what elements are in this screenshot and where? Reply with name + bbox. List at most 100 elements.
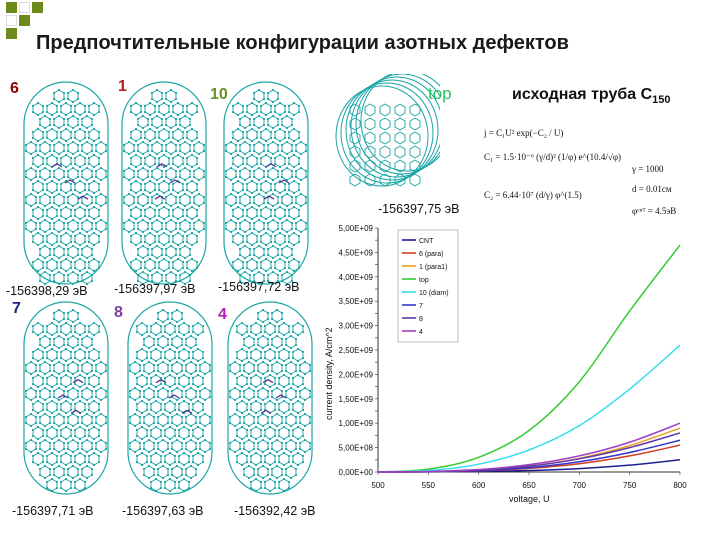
original-tube-text: исходная труба С — [512, 86, 653, 103]
nanotube-8 — [127, 301, 213, 495]
tube-hex — [394, 117, 406, 131]
tube-ring — [345, 79, 439, 181]
tube-hex — [379, 159, 391, 173]
legend-label: 7 — [419, 303, 423, 310]
tube-lattice — [223, 81, 309, 286]
tube-hex — [409, 159, 421, 173]
tube-label-1: 1 — [118, 78, 127, 95]
original-tube-label: исходная труба С150 — [512, 86, 671, 106]
energy-10: -156397,72 эВ — [218, 280, 300, 294]
y-tick-label: 3,00E+09 — [339, 322, 374, 331]
tube-hex — [379, 173, 391, 187]
energy-7: -156397,71 эВ — [12, 504, 94, 518]
series-line-8 — [377, 422, 681, 473]
tube-hex — [379, 103, 391, 117]
tube-hex — [394, 159, 406, 173]
nitrogen-defects — [51, 163, 89, 200]
y-tick-label: 0,00E+00 — [339, 468, 374, 477]
deco-square — [32, 2, 43, 13]
param-phi: φᶜⁿᵀ = 4.5эВ — [632, 206, 677, 216]
deco-square — [6, 15, 17, 26]
tube-hex — [364, 131, 376, 145]
nitrogen-defects — [260, 378, 287, 414]
nanotube-top — [335, 74, 440, 187]
tube-lattice — [121, 81, 207, 286]
legend-box — [397, 229, 459, 343]
tube-label-4: 4 — [218, 306, 227, 323]
tube-label-7: 7 — [12, 300, 21, 317]
legend-label: 8 — [419, 316, 423, 323]
tube-hex — [379, 131, 391, 145]
nanotube-7 — [23, 301, 109, 495]
formula-fn-main: j = C₁U² exp(−C₂ / U) — [484, 128, 564, 138]
energy-6: -156398,29 эВ — [6, 284, 88, 298]
y-axis-label: current density, A/cm^2 — [324, 327, 334, 420]
y-tick-label: 3,50E+09 — [339, 297, 374, 306]
x-tick-label: 700 — [573, 481, 587, 490]
tube-hex — [409, 103, 421, 117]
nanotube-1 — [121, 81, 207, 286]
y-tick-label: 2,50E+09 — [339, 346, 374, 355]
tube-label-8: 8 — [114, 304, 123, 321]
x-tick-label: 550 — [422, 481, 436, 490]
deco-square — [19, 2, 30, 13]
y-tick-label: 2,00E+09 — [339, 370, 374, 379]
legend-label: CNT — [419, 238, 434, 245]
tube-lattice — [227, 301, 313, 495]
nitrogen-defects — [154, 163, 181, 200]
x-tick-label: 800 — [673, 481, 687, 490]
tube-lattice — [23, 301, 109, 495]
deco-square — [6, 28, 17, 39]
tube-hex — [364, 145, 376, 159]
tube-hex — [409, 131, 421, 145]
y-tick-label: 5,00E+08 — [339, 444, 374, 453]
tube-lattice — [127, 301, 213, 495]
tube-hex — [394, 173, 406, 187]
x-tick-label: 500 — [371, 481, 385, 490]
tube-hex — [394, 131, 406, 145]
tube-hex — [409, 117, 421, 131]
y-tick-label: 5,00E+09 — [339, 224, 374, 233]
tube-label-10: 10 — [210, 86, 228, 103]
tube-hex — [394, 145, 406, 159]
legend-label: 10 (diam) — [419, 290, 449, 297]
tube-hex — [364, 103, 376, 117]
param-d: d = 0.01см — [632, 184, 672, 194]
energy-8: -156397,63 эВ — [122, 504, 204, 518]
tube-ring — [340, 82, 434, 184]
tube-hex — [364, 173, 376, 187]
tube-ring — [350, 76, 440, 178]
nitrogen-defects — [263, 163, 290, 200]
tube-label-6: 6 — [10, 80, 19, 97]
deco-square — [6, 2, 17, 13]
energy-1: -156397,97 эВ — [114, 282, 196, 296]
series-line-6 — [377, 439, 681, 473]
tube-hex — [394, 103, 406, 117]
title-decoration — [4, 2, 44, 42]
energy-4: -156392,42 эВ — [234, 504, 316, 518]
legend-label: 6 (para) — [419, 251, 444, 258]
tube-ring — [335, 85, 429, 187]
series-line-7 — [377, 432, 681, 473]
x-tick-label: 750 — [623, 481, 637, 490]
legend-label: 4 — [419, 329, 423, 336]
original-tube-sub: 150 — [652, 94, 671, 107]
tube-hex — [349, 131, 361, 145]
y-tick-label: 4,50E+09 — [339, 248, 374, 257]
y-tick-label: 1,00E+09 — [339, 419, 374, 428]
y-tick-label: 4,00E+09 — [339, 273, 374, 282]
tube-ring — [360, 74, 440, 172]
tube-label-top: top — [428, 84, 452, 103]
tube-ring — [355, 74, 440, 175]
nitrogen-defects — [57, 378, 84, 414]
current-density-chart: current density, A/cm^2 voltage, U 0,00E… — [324, 224, 687, 504]
slide-title: Предпочтительные конфигурации азотных де… — [36, 32, 569, 54]
tube-hex — [349, 159, 361, 173]
tube-hex — [349, 117, 361, 131]
nanotube-6 — [23, 81, 109, 286]
nanotube-10 — [223, 81, 309, 286]
tube-hex — [349, 173, 361, 187]
tube-hex — [409, 145, 421, 159]
deco-square — [19, 15, 30, 26]
x-tick-label: 650 — [522, 481, 536, 490]
